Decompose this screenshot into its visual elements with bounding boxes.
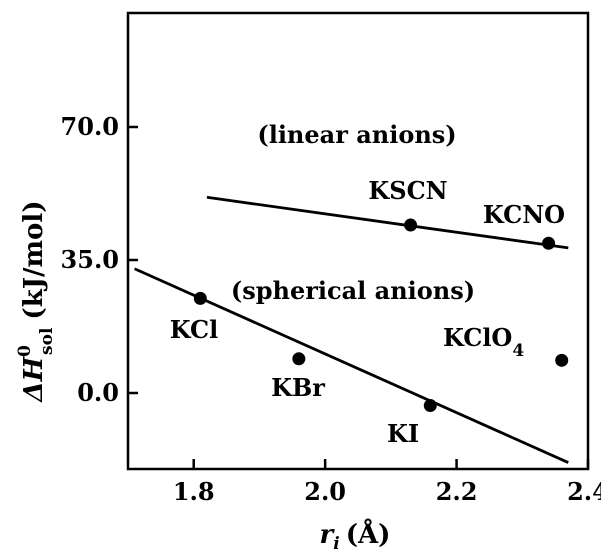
point-label-kclo4: KClO4	[443, 323, 524, 361]
axis-ticks: 1.8 2.0 2.2 2.4 0.0 35.0 70.0	[61, 112, 601, 506]
point-label-ki: KI	[387, 419, 419, 448]
y-axis-label-sub: sol	[37, 327, 57, 355]
point-label-kcl: KCl	[170, 315, 218, 344]
point-label-kclo4-sub: 4	[512, 341, 524, 361]
y-axis-label: ΔH0 sol (kJ/mol)	[15, 200, 57, 403]
plot-frame	[126, 11, 590, 471]
y-axis-label-var: ΔH	[19, 355, 49, 403]
data-point-4	[542, 236, 556, 250]
data-points	[193, 218, 569, 413]
y-tick-label-1: 35.0	[61, 245, 119, 274]
y-tick-label-2: 70.0	[61, 112, 119, 141]
data-point-2	[423, 399, 437, 413]
annotation-spherical-anions: (spherical anions)	[231, 276, 475, 305]
x-axis-label-sub: i	[333, 534, 339, 553]
point-label-kbr: KBr	[271, 373, 325, 402]
point-label-kscn: KSCN	[368, 176, 447, 205]
fit-lines	[134, 195, 569, 464]
data-point-3	[404, 218, 418, 232]
y-axis-label-sup: 0	[15, 345, 35, 357]
x-axis-label-var: r	[320, 520, 336, 550]
annotation-linear-anions: (linear anions)	[257, 120, 456, 149]
x-axis-label: ri (Å)	[320, 519, 391, 553]
y-axis-label-unit: (kJ/mol)	[19, 200, 49, 319]
x-tick-label-0: 1.8	[173, 477, 215, 506]
point-label-kcno: KCNO	[483, 200, 565, 229]
x-tick-label-1: 2.0	[304, 477, 346, 506]
data-point-5	[555, 353, 569, 367]
data-point-0	[193, 291, 207, 305]
x-tick-label-3: 2.4	[567, 477, 601, 506]
data-point-1	[292, 352, 306, 366]
x-axis-label-unit: (Å)	[346, 519, 391, 550]
x-tick-label-2: 2.2	[436, 477, 478, 506]
y-tick-label-0: 0.0	[77, 378, 119, 407]
fit-line-1	[206, 195, 569, 250]
fit-line-0	[134, 267, 569, 464]
point-labels: KCl KBr KI KSCN KCNO KClO4	[170, 176, 565, 448]
plot-area	[126, 11, 590, 471]
point-label-kclo4-main: KClO	[443, 323, 512, 352]
